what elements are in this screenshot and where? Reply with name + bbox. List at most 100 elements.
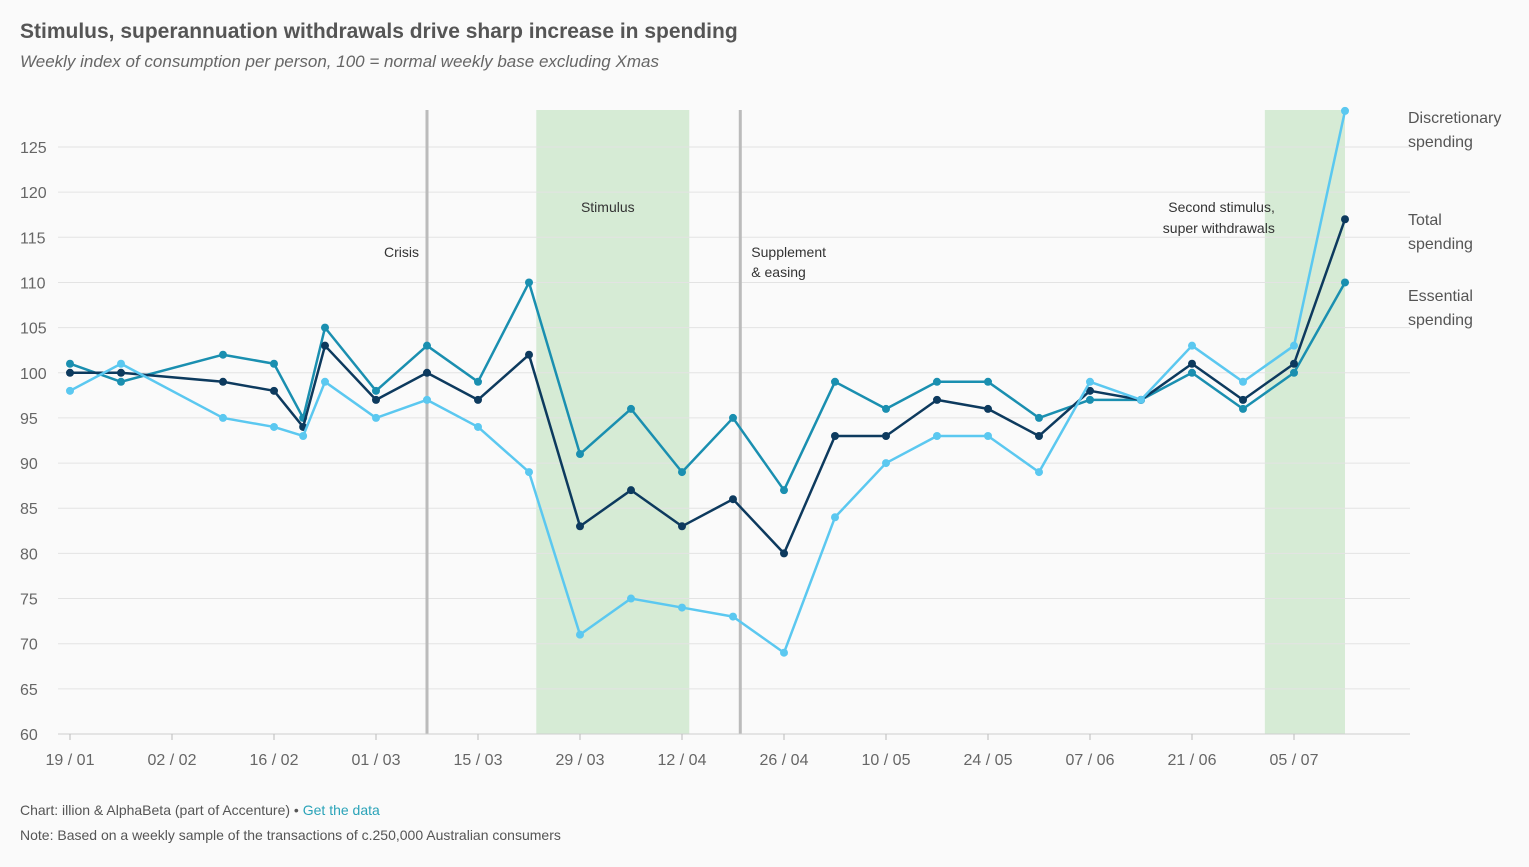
point-total-14 <box>729 495 737 504</box>
legend-label-essential: Essential spending <box>1408 288 1473 329</box>
point-total-12 <box>627 486 635 495</box>
shaded-regions <box>536 110 1345 734</box>
get-the-data-link[interactable]: Get the data <box>302 802 380 818</box>
x-tick-label-2020-03-01: 01 / 03 <box>352 752 401 769</box>
point-essential-26 <box>1341 278 1349 287</box>
point-discretionary-6 <box>321 377 329 386</box>
point-total-21 <box>1086 386 1094 395</box>
y-tick-label-75: 75 <box>20 592 38 609</box>
point-essential-13 <box>678 468 686 477</box>
legend: Discretionary spending Total spending Essent… <box>1408 110 1501 329</box>
x-tick-label-2020-07-05: 05 / 07 <box>1270 752 1319 769</box>
y-tick-label-100: 100 <box>20 366 47 383</box>
point-essential-7 <box>372 386 380 395</box>
point-essential-19 <box>984 377 992 386</box>
point-essential-4 <box>270 359 278 368</box>
point-discretionary-23 <box>1188 341 1196 350</box>
x-tick-label-2020-05-24: 24 / 05 <box>964 752 1013 769</box>
point-total-19 <box>984 404 992 413</box>
point-discretionary-24 <box>1239 377 1247 386</box>
source-text: Chart: illion & AlphaBeta (part of Accen… <box>20 802 291 818</box>
point-discretionary-7 <box>372 413 380 422</box>
point-total-13 <box>678 522 686 531</box>
y-tick-label-110: 110 <box>20 275 46 292</box>
point-discretionary-4 <box>270 422 278 431</box>
y-tick-label-65: 65 <box>20 682 38 699</box>
chart-subtitle: Weekly index of consumption per person, … <box>20 52 659 71</box>
x-tick-label-2020-04-26: 26 / 04 <box>760 752 809 769</box>
point-discretionary-8 <box>423 395 431 404</box>
point-discretionary-10 <box>525 468 533 477</box>
point-discretionary-3 <box>219 413 227 422</box>
point-total-3 <box>219 377 227 386</box>
point-discretionary-18 <box>933 431 941 440</box>
point-essential-14 <box>729 413 737 422</box>
series-line-essential <box>69 281 1347 492</box>
point-discretionary-19 <box>984 431 992 440</box>
chart-source: Chart: illion & AlphaBeta (part of Accen… <box>20 802 380 818</box>
point-essential-24 <box>1239 404 1247 413</box>
point-discretionary-12 <box>627 594 635 603</box>
point-essential-3 <box>219 350 227 359</box>
event-label-1: Crisis <box>384 244 419 260</box>
point-discretionary-20 <box>1035 468 1043 477</box>
x-tick-label-2020-03-15: 15 / 03 <box>454 752 503 769</box>
x-tick-label-2020-04-12: 12 / 04 <box>658 752 707 769</box>
x-tick-label-2020-06-21: 21 / 06 <box>1168 752 1217 769</box>
y-tick-label-105: 105 <box>20 321 47 338</box>
event-label-2: Supplement & easing <box>751 244 826 280</box>
point-discretionary-11 <box>576 630 584 639</box>
x-tick-label-2020-05-10: 10 / 05 <box>862 752 911 769</box>
point-essential-17 <box>882 404 890 413</box>
point-essential-20 <box>1035 413 1043 422</box>
point-total-26 <box>1341 215 1349 224</box>
point-discretionary-22 <box>1137 395 1145 404</box>
y-tick-label-90: 90 <box>20 456 38 473</box>
point-total-24 <box>1239 395 1247 404</box>
point-essential-25 <box>1290 368 1298 377</box>
chart-note: Note: Based on a weekly sample of the tr… <box>20 827 561 843</box>
point-total-7 <box>372 395 380 404</box>
y-tick-label-85: 85 <box>20 501 38 518</box>
point-essential-11 <box>576 450 584 459</box>
point-essential-1 <box>66 359 74 368</box>
point-total-20 <box>1035 431 1043 440</box>
point-essential-21 <box>1086 395 1094 404</box>
point-total-9 <box>474 395 482 404</box>
y-tick-label-115: 115 <box>20 230 46 247</box>
point-essential-2 <box>117 377 125 386</box>
y-tick-label-95: 95 <box>20 411 38 428</box>
point-essential-9 <box>474 377 482 386</box>
point-discretionary-21 <box>1086 377 1094 386</box>
point-total-4 <box>270 386 278 395</box>
point-essential-23 <box>1188 368 1196 377</box>
annotations: Crisis Supplement & easing Stimulus Second s… <box>384 199 1275 280</box>
point-discretionary-2 <box>117 359 125 368</box>
series-line-total <box>70 218 1347 555</box>
point-total-18 <box>933 395 941 404</box>
point-discretionary-13 <box>678 603 686 612</box>
legend-label-discretionary: Discretionary spending <box>1408 110 1501 151</box>
series-line-discretionary <box>69 110 1347 654</box>
point-essential-15 <box>780 486 788 495</box>
point-discretionary-25 <box>1290 341 1298 350</box>
chart-title: Stimulus, superannuation withdrawals dri… <box>20 20 738 43</box>
event-lines <box>425 110 742 734</box>
point-total-6 <box>321 341 329 350</box>
point-total-1 <box>66 368 74 377</box>
x-tick-label-2020-01-19: 19 / 01 <box>46 752 95 769</box>
shaded-label-1: Stimulus <box>581 199 635 215</box>
x-tick-label-2020-06-07: 07 / 06 <box>1066 752 1115 769</box>
point-total-2 <box>117 368 125 377</box>
source-separator: • <box>290 802 303 818</box>
point-essential-8 <box>423 341 431 350</box>
point-essential-16 <box>831 377 839 386</box>
point-total-16 <box>831 431 839 440</box>
point-discretionary-1 <box>66 386 74 395</box>
axis-ticks: 60 65 70 75 80 85 90 95 100 105 110 115 120 125 19 / 0… <box>20 140 1410 769</box>
series-lines <box>66 106 1349 657</box>
y-tick-label-60: 60 <box>20 727 38 744</box>
point-total-15 <box>780 549 788 558</box>
point-discretionary-26 <box>1341 106 1349 115</box>
y-tick-label-70: 70 <box>20 637 38 654</box>
